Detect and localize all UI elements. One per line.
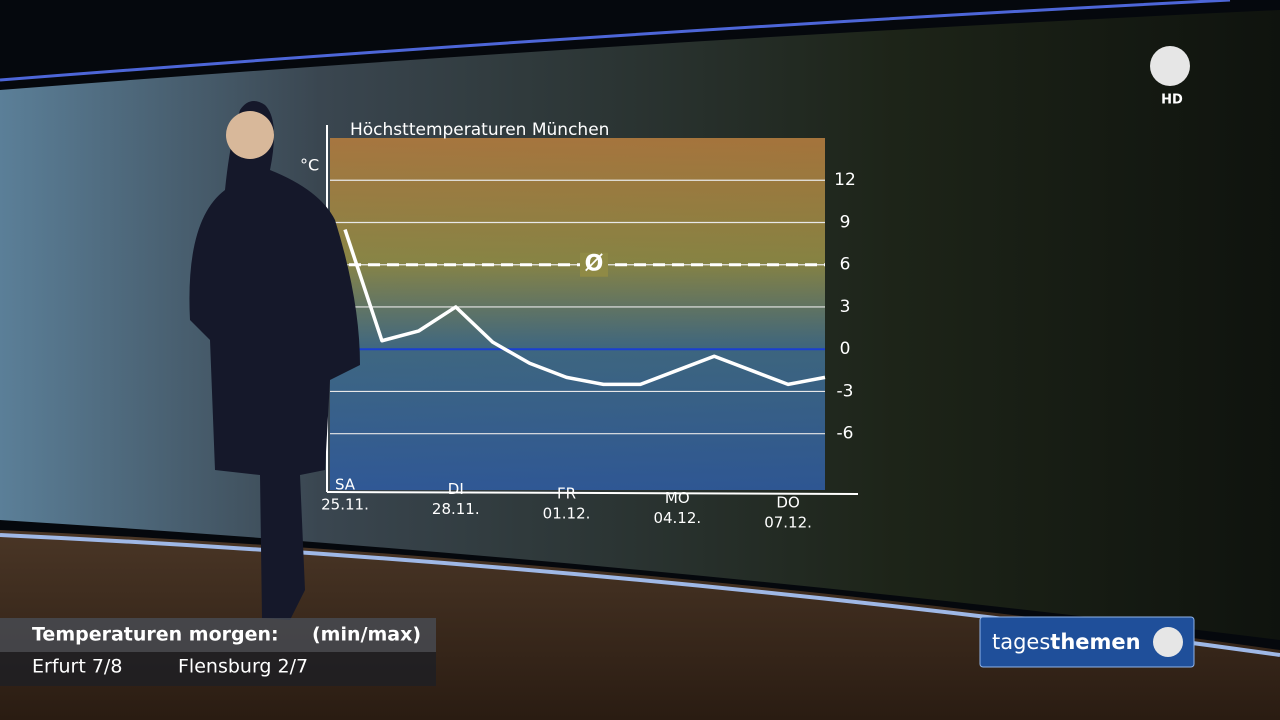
ticker-heading: Temperaturen morgen: <box>32 624 279 646</box>
plot-area <box>330 138 825 490</box>
brand-logo <box>1153 627 1183 657</box>
x-tick-label: 07.12. <box>764 514 812 532</box>
temperature-line <box>343 228 826 387</box>
x-tick-label: 04.12. <box>653 509 701 527</box>
y-tick-label: 6 <box>840 255 851 275</box>
presenter-head <box>226 111 274 159</box>
x-tick-weekday: MO <box>665 489 690 507</box>
chart-title: Höchsttemperaturen München <box>350 120 609 140</box>
y-tick-label: -6 <box>837 424 854 444</box>
brand-bold: themen <box>1050 630 1140 654</box>
x-tick-weekday: SA <box>335 476 356 494</box>
x-tick-label: 28.11. <box>432 500 480 518</box>
x-tick-weekday: DO <box>776 494 799 512</box>
brand-name: tagesthemen <box>992 630 1141 654</box>
ticker-note: (min/max) <box>312 624 421 646</box>
ticker-item: Erfurt 7/8 <box>32 656 122 678</box>
y-tick-label: 3 <box>840 297 851 317</box>
y-tick-label: 12 <box>834 170 856 190</box>
channel-logo <box>1150 46 1190 86</box>
x-axis <box>326 491 859 495</box>
mean-label-bg <box>580 252 608 277</box>
x-tick-label: 01.12. <box>543 505 591 523</box>
x-tick-weekday: DI <box>448 480 464 498</box>
y-tick-label: 0 <box>840 339 851 359</box>
presenter <box>189 101 360 620</box>
mean-label: Ø <box>585 252 604 277</box>
y-unit: °C <box>300 156 319 175</box>
x-tick-label: 25.11. <box>321 496 369 514</box>
chart: Höchsttemperaturen München °C -6 -3 0 3 6 9 12… <box>300 120 856 532</box>
y-tick-label: 9 <box>840 212 851 232</box>
brand-light: tages <box>992 630 1050 654</box>
y-tick-label: -3 <box>837 381 854 401</box>
ticker-item: Flensburg 2/7 <box>178 656 308 678</box>
ticker-heading-bar <box>0 618 436 652</box>
brand-badge <box>979 616 1195 668</box>
logo-hd: HD <box>1161 93 1183 108</box>
ticker-items-bar <box>0 652 436 686</box>
x-tick-weekday: FR <box>557 485 576 503</box>
wall-edge <box>0 0 1231 82</box>
